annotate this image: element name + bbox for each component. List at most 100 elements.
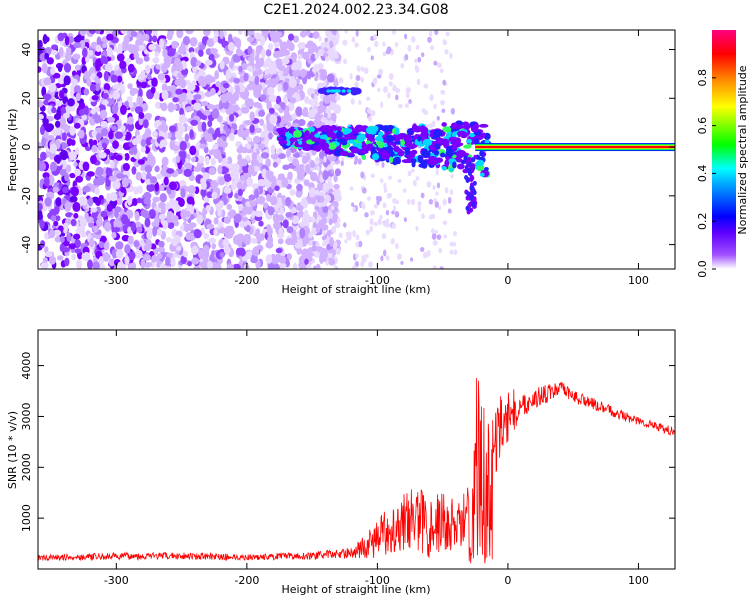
heatmap-cell (333, 79, 339, 88)
heatmap-cell (83, 88, 90, 96)
heatmap-cell (355, 241, 359, 248)
heatmap-cell (434, 229, 439, 234)
heatmap-cell (285, 237, 294, 245)
heatmap-cell (86, 171, 95, 177)
heatmap-cell (317, 196, 321, 203)
heatmap-cell (247, 56, 255, 63)
heatmap-cell (441, 108, 446, 114)
heatmap-cell (286, 253, 292, 261)
heatmap-cell (305, 30, 311, 37)
heatmap-cell (143, 33, 150, 42)
heatmap-cell (217, 137, 224, 147)
heatmap-cell (354, 42, 359, 48)
colorbar-label: Normalized spectral amplitude (736, 65, 749, 234)
heatmap-cell (412, 179, 417, 187)
heatmap-cell (400, 260, 404, 265)
heatmap-cell (238, 65, 243, 73)
heatmap-cell (307, 109, 316, 119)
heatmap-cell (422, 252, 428, 259)
heatmap-cell (328, 258, 336, 266)
heatmap-cell (281, 177, 289, 188)
heatmap-cell (193, 265, 201, 269)
heatmap-cell (391, 210, 395, 215)
heatmap-cell (44, 52, 50, 60)
heatmap-cell (236, 180, 243, 189)
heatmap-cell (160, 102, 168, 112)
heatmap-cell (392, 205, 397, 212)
heatmap-cell (450, 173, 454, 179)
heatmap-cell (64, 51, 72, 62)
heatmap-cell (108, 258, 116, 267)
heatmap-cell (91, 196, 100, 203)
heatmap-cell (137, 159, 145, 165)
heatmap-cell (165, 256, 171, 267)
heatmap-cell (104, 63, 113, 72)
heatmap-cell (231, 104, 240, 112)
heatmap-cell (298, 140, 303, 145)
heatmap-cell (479, 172, 485, 177)
heatmap-cell (449, 189, 454, 196)
heatmap-cell (250, 158, 258, 167)
x-tick-label: -100 (365, 274, 390, 287)
heatmap-cell (43, 77, 52, 86)
heatmap-cell (108, 175, 117, 182)
heatmap-cell (111, 125, 117, 132)
heatmap-cell (279, 262, 287, 269)
heatmap-cell (269, 78, 278, 88)
heatmap-cell (344, 128, 353, 134)
heatmap-cell (417, 200, 422, 207)
heatmap-cell (72, 53, 81, 60)
heatmap-cell (254, 54, 260, 63)
heatmap-cell (322, 185, 327, 191)
heatmap-cell (126, 96, 133, 102)
heatmap-cell (324, 149, 330, 154)
heatmap-cell (244, 97, 251, 108)
heatmap-cell (150, 86, 156, 94)
heatmap-cell (101, 142, 107, 149)
heatmap-cell (71, 253, 77, 261)
heatmap-cell (381, 153, 390, 160)
heatmap-cell (304, 258, 309, 266)
heatmap-cell (352, 265, 357, 269)
heatmap-cell (270, 144, 276, 155)
heatmap-cell (366, 108, 372, 114)
heatmap-cell (47, 105, 54, 115)
heatmap-cell (43, 93, 52, 101)
heatmap-cell (374, 40, 379, 48)
heatmap-cell (312, 31, 320, 39)
heatmap-cell (159, 139, 168, 148)
heatmap-cell (286, 148, 291, 159)
heatmap-cell (415, 225, 419, 232)
heatmap-cell (369, 225, 373, 233)
heatmap-cell (278, 128, 284, 136)
heatmap-cell (69, 126, 76, 136)
heatmap-cell (310, 93, 315, 99)
heatmap-cell (373, 33, 377, 41)
heatmap-cell (326, 73, 335, 83)
heatmap-cell (71, 70, 77, 77)
heatmap-cell (311, 244, 317, 252)
heatmap-cell (469, 177, 474, 183)
heatmap-cell (203, 146, 209, 154)
top-x-axis: -300 -200 -100 0 100 (104, 30, 649, 287)
heatmap-cell (54, 236, 62, 243)
heatmap-cell (102, 253, 111, 261)
heatmap-cell (75, 64, 81, 71)
heatmap-cell (152, 226, 158, 237)
heatmap-cell (49, 143, 57, 154)
heatmap-cell (80, 197, 88, 206)
heatmap-cell (369, 218, 374, 225)
heatmap-cell (289, 137, 298, 143)
heatmap-cell (150, 138, 156, 144)
heatmap-cell (144, 217, 151, 228)
heatmap-cell (199, 143, 207, 149)
heatmap-cell (310, 161, 316, 168)
heatmap-cell (206, 103, 215, 110)
heatmap-cell (462, 168, 469, 174)
heatmap-cell (349, 186, 354, 191)
heatmap-cell (44, 123, 53, 133)
heatmap-cell (415, 66, 420, 73)
heatmap-cell (138, 44, 145, 51)
heatmap-cell (102, 92, 109, 100)
heatmap-cell (163, 60, 171, 69)
